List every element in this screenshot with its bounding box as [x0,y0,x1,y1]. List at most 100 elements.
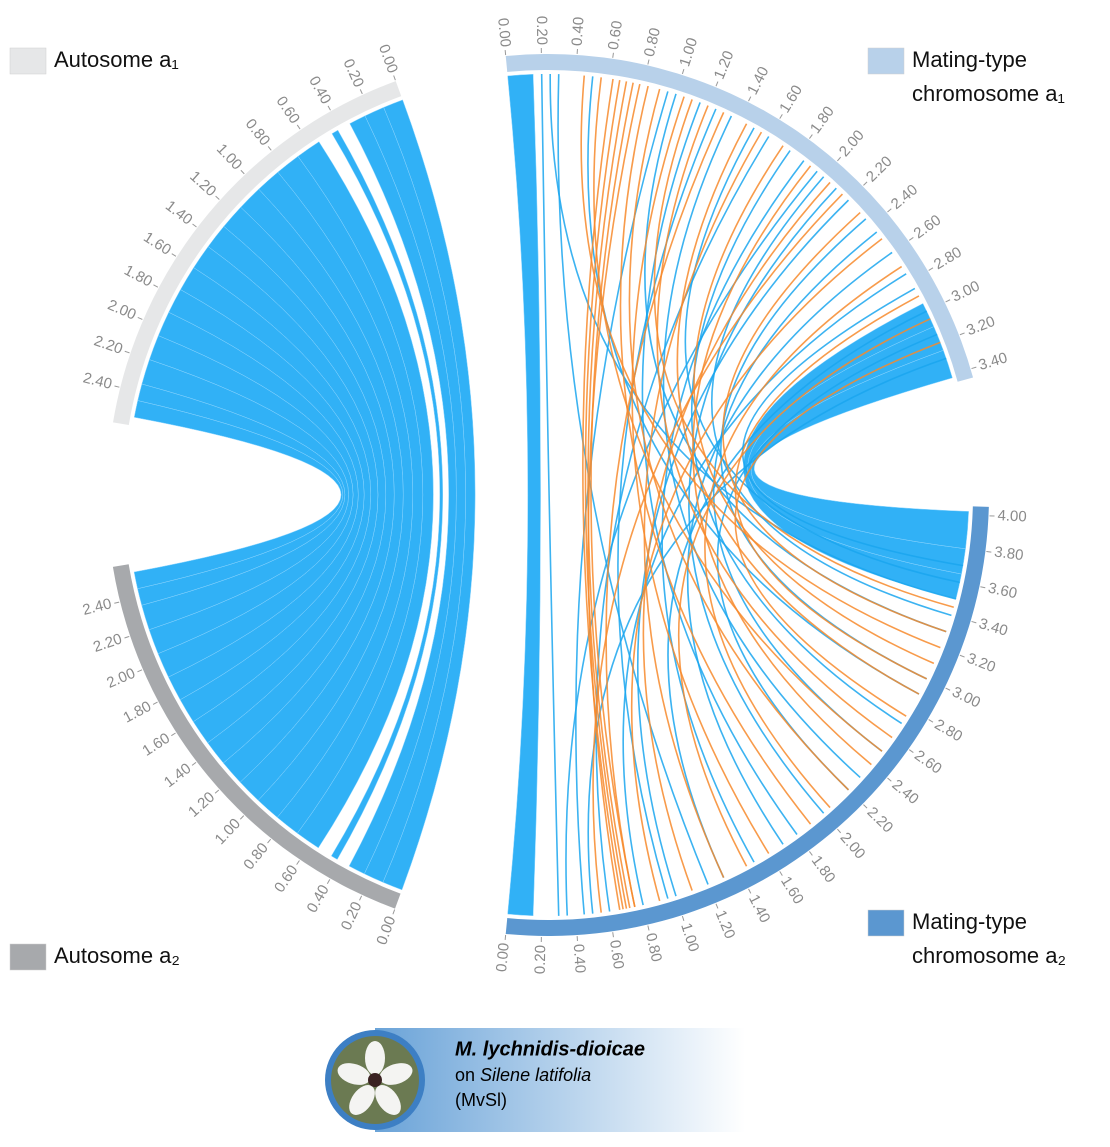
tick-label: 0.20 [339,56,367,90]
tick-mark [268,839,271,843]
tick-mark [192,762,196,765]
link-line [558,74,708,884]
tick-label: 0.40 [570,943,589,973]
tick-mark [360,896,362,901]
tick-mark [682,69,684,74]
tick-label: 0.80 [642,931,665,963]
tick-mark [193,224,197,227]
tick-mark [394,75,396,80]
tick-label: 0.20 [533,16,550,45]
tick-label: 0.60 [605,20,626,51]
tick-label: 1.60 [776,82,806,116]
tick-mark [716,82,718,87]
tick-label: 3.40 [977,349,1010,374]
tick-label: 2.00 [836,127,868,160]
tick-mark [137,670,142,672]
tick-label: 1.20 [711,48,738,81]
tick-mark [887,209,891,212]
tick-label: 0.40 [569,16,588,46]
tick-label: 2.40 [81,595,113,619]
tick-label: 1.80 [808,853,839,887]
tick-mark [809,851,812,855]
legend-label: Mating-type [912,47,1027,72]
tick-label: 1.20 [712,908,739,941]
tick-label: 2.60 [911,747,945,778]
tick-label: 0.00 [494,17,514,48]
tick-mark [749,97,751,101]
tick-mark [297,125,300,129]
legend-swatch [868,910,904,936]
legend-swatch [10,944,46,970]
tick-label: 2.00 [105,296,139,323]
tick-label: 1.60 [777,873,807,907]
legend-label: Autosome a₂ [54,943,180,968]
tick-label: 3.80 [993,544,1024,565]
caption-code: (MvSl) [455,1090,507,1110]
tick-label: 0.80 [242,116,274,149]
tick-mark [946,300,950,302]
tick-mark [837,829,840,833]
tick-mark [682,916,684,921]
tick-mark [929,720,933,723]
tick-mark [115,386,120,387]
tick-label: 1.60 [139,730,173,760]
tick-mark [241,170,244,174]
caption-host: on Silene latifolia [455,1065,591,1085]
tick-label: 0.00 [493,942,513,973]
tick-mark [909,750,913,753]
tick-label: 3.40 [977,615,1010,640]
tick-mark [124,636,129,638]
caption-species: M. lychnidis-dioicae [455,1038,645,1060]
tick-label: 1.20 [185,789,218,821]
ribbon [508,74,541,915]
tick-mark [216,196,220,199]
tick-label: 0.20 [532,945,549,974]
tick-mark [297,860,300,864]
tick-label: 2.80 [931,244,965,273]
tick-mark [980,587,985,588]
tick-label: 0.60 [273,93,303,127]
tick-mark [809,135,812,139]
tick-label: 0.80 [240,840,272,873]
tick-label: 0.00 [373,914,399,947]
tick-label: 1.00 [677,921,702,954]
tick-label: 3.60 [987,580,1019,603]
tick-label: 3.20 [964,650,997,676]
tick-mark [716,904,718,909]
tick-label: 2.00 [104,665,138,692]
tick-mark [171,733,175,736]
tick-mark [648,60,649,65]
legend-swatch [10,48,46,74]
tick-label: 1.00 [212,815,244,848]
tick-mark [749,889,751,893]
tick-label: 0.00 [375,42,401,75]
tick-label: 1.60 [140,229,174,259]
caption-host-prefix: on [455,1065,475,1085]
tick-label: 2.20 [91,630,124,655]
tick-label: 0.60 [606,939,627,970]
legend-label: chromosome a₁ [912,81,1065,106]
legend-label: chromosome a₂ [912,943,1066,968]
tick-mark [837,157,840,161]
tick-label: 3.20 [964,313,997,339]
tick-label: 2.40 [81,369,113,393]
tick-label: 1.00 [676,36,701,69]
tick-label: 2.80 [932,716,966,745]
legend-label: Mating-type [912,909,1027,934]
tick-label: 1.80 [121,262,155,291]
link-line [714,232,882,751]
tick-label: 2.20 [864,804,897,837]
tick-mark [986,551,991,552]
tick-mark [153,285,157,287]
tick-label: 1.40 [161,760,195,791]
tick-mark [946,688,950,690]
tick-mark [240,816,243,820]
legend-label: Autosome a₁ [54,47,179,72]
tick-mark [929,268,933,271]
tick-label: 1.40 [745,892,773,926]
tick-label: 0.60 [271,862,301,896]
tick-mark [360,89,362,94]
tick-mark [153,702,157,704]
caption-host-name: Silene latifolia [480,1065,591,1085]
